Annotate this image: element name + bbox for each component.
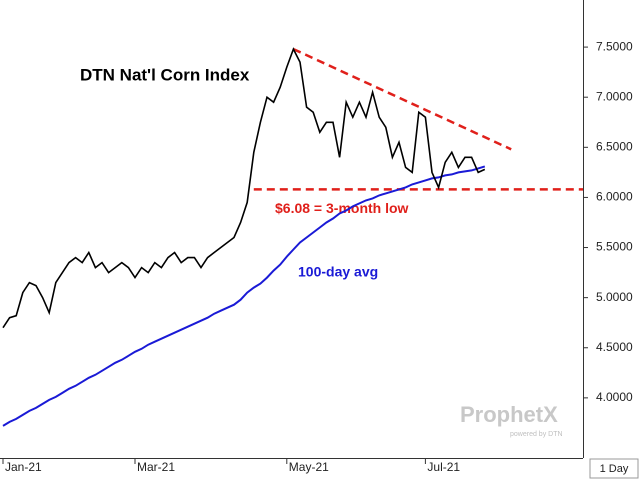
interval-box[interactable] <box>589 458 639 479</box>
series-label: 100-day avg <box>298 264 378 280</box>
watermark-sub: powered by DTN <box>510 431 563 438</box>
x-tick-label: Mar-21 <box>137 460 175 474</box>
y-tick-label: 6.0000 <box>596 190 633 204</box>
y-tick-label: 6.5000 <box>596 139 633 153</box>
x-tick-label: May-21 <box>289 460 329 474</box>
y-tick-label: 7.0000 <box>596 89 633 103</box>
y-tick-label: 5.0000 <box>596 290 633 304</box>
watermark: ProphetX <box>460 402 558 427</box>
y-tick-label: 7.5000 <box>596 39 633 53</box>
y-tick-label: 4.0000 <box>596 390 633 404</box>
y-tick-label: 4.5000 <box>596 340 633 354</box>
x-tick-label: Jul-21 <box>427 460 460 474</box>
y-tick-label: 5.5000 <box>596 240 633 254</box>
interval-label[interactable]: 1 Day <box>600 463 629 475</box>
series-line <box>2 165 486 427</box>
trend-line <box>292 47 512 151</box>
x-tick-label: Jan-21 <box>5 460 42 474</box>
reference-label: $6.08 = 3-month low <box>275 200 409 216</box>
chart-title: DTN Nat'l Corn Index <box>80 65 250 84</box>
series-line <box>2 47 486 329</box>
